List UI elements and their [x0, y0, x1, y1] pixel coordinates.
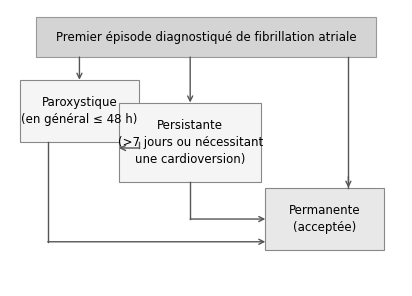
Text: Premier épisode diagnostiqué de fibrillation atriale: Premier épisode diagnostiqué de fibrilla… [56, 31, 356, 44]
Text: Permanente
(acceptée): Permanente (acceptée) [289, 204, 360, 234]
FancyBboxPatch shape [36, 17, 376, 57]
Text: Paroxystique
(en général ≤ 48 h): Paroxystique (en général ≤ 48 h) [21, 96, 138, 126]
FancyBboxPatch shape [265, 188, 384, 250]
FancyBboxPatch shape [119, 102, 261, 182]
Text: Persistante
(>7 jours ou nécessitant
une cardioversion): Persistante (>7 jours ou nécessitant une… [117, 119, 263, 166]
FancyBboxPatch shape [20, 80, 139, 142]
